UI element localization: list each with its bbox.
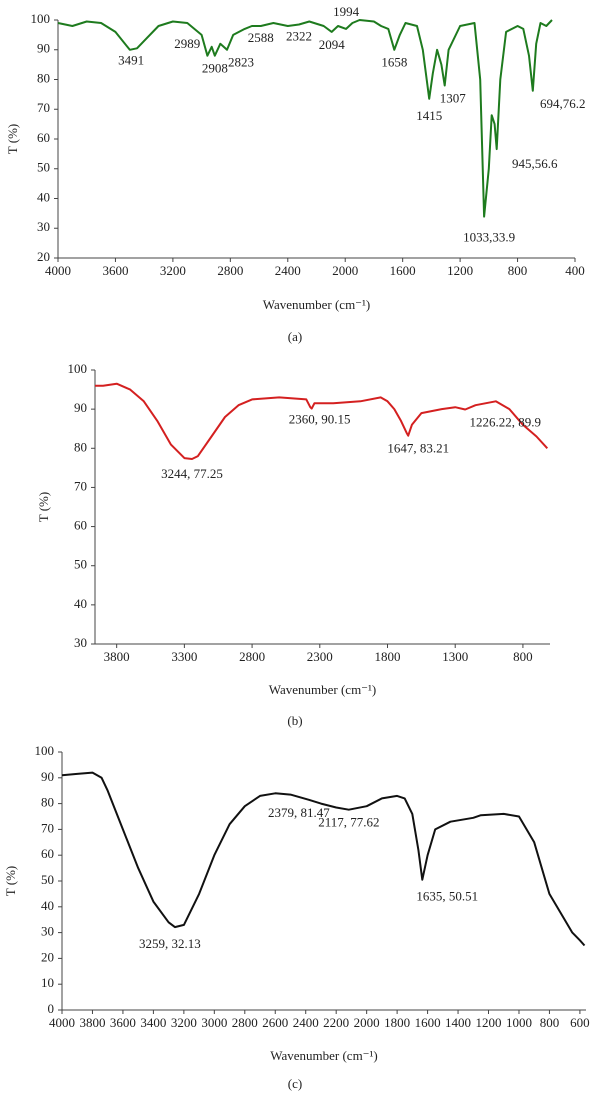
x-tick-label: 1600 <box>415 1015 441 1030</box>
y-tick-label: 10 <box>41 975 54 990</box>
peak-label: 1307 <box>440 90 467 105</box>
x-tick-label: 3600 <box>102 263 128 278</box>
y-tick-label: 100 <box>31 11 51 26</box>
x-tick-label: 1200 <box>447 263 473 278</box>
peak-label: 3491 <box>118 53 144 68</box>
y-tick-label: 100 <box>35 743 55 758</box>
x-tick-label: 3400 <box>140 1015 166 1030</box>
peak-label: 1635, 50.51 <box>416 889 478 904</box>
x-tick-label: 800 <box>513 649 533 664</box>
y-tick-label: 30 <box>37 219 50 234</box>
y-tick-label: 90 <box>37 41 50 56</box>
x-axis-title: Wavenumber (cm⁻¹) <box>263 297 371 312</box>
y-tick-label: 50 <box>37 160 50 175</box>
y-tick-label: 100 <box>68 361 88 376</box>
x-tick-label: 1800 <box>384 1015 410 1030</box>
y-tick-label: 90 <box>74 400 87 415</box>
x-tick-label: 3300 <box>171 649 197 664</box>
x-tick-label: 800 <box>508 263 528 278</box>
peak-label: 2360, 90.15 <box>289 412 351 427</box>
caption: (c) <box>288 1076 302 1091</box>
x-tick-label: 1400 <box>445 1015 471 1030</box>
x-tick-label: 4000 <box>45 263 71 278</box>
x-tick-label: 400 <box>565 263 585 278</box>
x-axis-title: Wavenumber (cm⁻¹) <box>270 1048 378 1063</box>
x-tick-label: 1000 <box>506 1015 532 1030</box>
y-tick-label: 30 <box>74 635 87 650</box>
peak-label: 3259, 32.13 <box>139 936 201 951</box>
spectrum-line <box>61 771 586 947</box>
y-tick-label: 20 <box>37 249 50 264</box>
y-tick-label: 30 <box>41 924 54 939</box>
peak-label: 2823 <box>228 55 254 70</box>
peak-label: 1033,33.9 <box>463 230 515 245</box>
y-tick-label: 80 <box>41 795 54 810</box>
x-tick-label: 2800 <box>217 263 243 278</box>
x-tick-label: 2200 <box>323 1015 349 1030</box>
peak-label: 1415 <box>416 108 442 123</box>
peak-label: 1994 <box>333 4 360 19</box>
x-tick-label: 3800 <box>104 649 130 664</box>
x-tick-label: 3800 <box>79 1015 105 1030</box>
y-axis-title: T (%) <box>3 866 18 896</box>
x-tick-label: 800 <box>540 1015 560 1030</box>
y-tick-label: 40 <box>74 596 87 611</box>
x-tick-label: 2400 <box>275 263 301 278</box>
x-tick-label: 600 <box>570 1015 590 1030</box>
y-tick-label: 80 <box>74 439 87 454</box>
peak-label: 945,56.6 <box>512 156 558 171</box>
x-tick-label: 3000 <box>201 1015 227 1030</box>
peak-label: 2588 <box>248 30 274 45</box>
y-tick-label: 90 <box>41 769 54 784</box>
peak-label: 1226.22, 89.9 <box>469 415 541 430</box>
y-tick-label: 70 <box>41 820 54 835</box>
y-axis-title: T (%) <box>5 124 20 154</box>
peak-label: 1647, 83.21 <box>387 441 449 456</box>
y-tick-label: 20 <box>41 949 54 964</box>
peak-label: 2322 <box>286 28 312 43</box>
x-tick-label: 2300 <box>307 649 333 664</box>
x-tick-label: 2600 <box>262 1015 288 1030</box>
caption: (b) <box>287 713 302 728</box>
x-tick-label: 1300 <box>442 649 468 664</box>
y-tick-label: 50 <box>74 557 87 572</box>
y-tick-label: 60 <box>41 846 54 861</box>
y-axis-title: T (%) <box>36 492 51 522</box>
peak-label: 2989 <box>174 36 200 51</box>
x-tick-label: 2000 <box>332 263 358 278</box>
x-tick-label: 4000 <box>49 1015 75 1030</box>
x-tick-label: 3600 <box>110 1015 136 1030</box>
x-tick-label: 2800 <box>232 1015 258 1030</box>
caption: (a) <box>288 329 302 344</box>
peak-label: 1658 <box>381 55 407 70</box>
x-tick-label: 1800 <box>375 649 401 664</box>
x-tick-label: 3200 <box>171 1015 197 1030</box>
peak-label: 2379, 81.47 <box>268 805 330 820</box>
x-tick-label: 1600 <box>390 263 416 278</box>
x-tick-label: 3200 <box>160 263 186 278</box>
x-tick-label: 2000 <box>354 1015 380 1030</box>
x-axis-title: Wavenumber (cm⁻¹) <box>269 682 377 697</box>
peak-label: 2908 <box>202 61 228 76</box>
y-tick-label: 70 <box>37 100 50 115</box>
x-tick-label: 1200 <box>476 1015 502 1030</box>
y-tick-label: 70 <box>74 478 87 493</box>
y-tick-label: 50 <box>41 872 54 887</box>
y-tick-label: 80 <box>37 70 50 85</box>
peak-label: 694,76.2 <box>540 96 586 111</box>
spectrum-line <box>95 382 549 460</box>
y-tick-label: 40 <box>37 189 50 204</box>
peak-label: 2094 <box>319 37 346 52</box>
y-tick-label: 60 <box>37 130 50 145</box>
spectrum-line <box>57 19 553 218</box>
peak-label: 3244, 77.25 <box>161 466 223 481</box>
y-tick-label: 0 <box>48 1001 55 1016</box>
x-tick-label: 2400 <box>293 1015 319 1030</box>
peak-label: 2117, 77.62 <box>318 815 379 830</box>
y-tick-label: 40 <box>41 898 54 913</box>
y-tick-label: 60 <box>74 518 87 533</box>
x-tick-label: 2800 <box>239 649 265 664</box>
